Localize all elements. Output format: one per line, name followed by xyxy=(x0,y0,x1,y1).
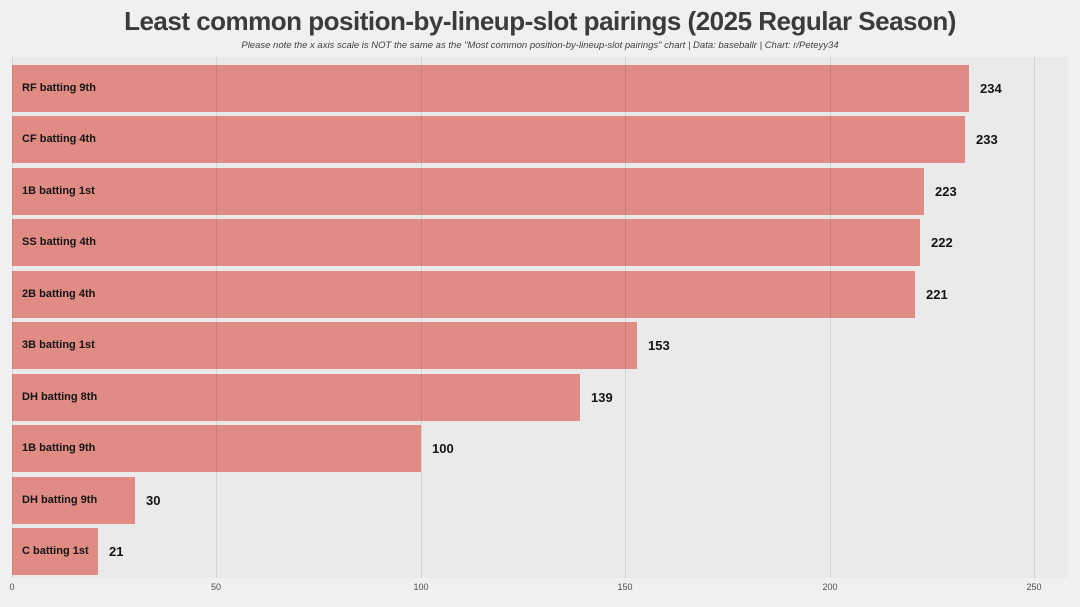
bar-value-label: 100 xyxy=(432,441,454,456)
bar-cf-batting-4th xyxy=(12,116,965,163)
bar-row-dh-batting-8th: DH batting 8th 139 xyxy=(12,374,1068,421)
bar-row-1b-batting-9th: 1B batting 9th 100 xyxy=(12,425,1068,472)
bar-category-label: DH batting 9th xyxy=(22,494,98,506)
gridline-x-0 xyxy=(12,57,13,578)
bar-value-label: 233 xyxy=(976,132,998,147)
bar-dh-batting-9th xyxy=(12,477,135,524)
x-tick-label-100: 100 xyxy=(413,582,429,592)
bar-value-label: 153 xyxy=(648,338,670,353)
x-tick-label-200: 200 xyxy=(822,582,838,592)
bar-c-batting-1st xyxy=(12,528,98,575)
bar-category-label: 1B batting 1st xyxy=(22,185,95,197)
gridline-x-50 xyxy=(216,57,217,578)
bar-1b-batting-1st xyxy=(12,168,924,215)
bar-value-label: 139 xyxy=(591,390,613,405)
bar-value-label: 30 xyxy=(146,493,161,508)
bar-1b-batting-9th xyxy=(12,425,421,472)
bar-row-dh-batting-9th: DH batting 9th 30 xyxy=(12,477,1068,524)
bar-value-label: 234 xyxy=(980,81,1002,96)
bar-rf-batting-9th xyxy=(12,65,969,112)
bar-row-c-batting-1st: C batting 1st 21 xyxy=(12,528,1068,575)
bar-category-label: C batting 1st xyxy=(22,545,89,557)
bar-row-2b-batting-4th: 2B batting 4th 221 xyxy=(12,271,1068,318)
chart-subtitle: Please note the x axis scale is NOT the … xyxy=(241,40,839,51)
bar-category-label: SS batting 4th xyxy=(22,236,96,248)
bar-value-label: 221 xyxy=(926,287,948,302)
bar-category-label: 3B batting 1st xyxy=(22,339,95,351)
bar-category-label: 2B batting 4th xyxy=(22,288,96,300)
bar-value-label: 223 xyxy=(935,184,957,199)
bar-row-3b-batting-1st: 3B batting 1st 153 xyxy=(12,322,1068,369)
bar-value-label: 21 xyxy=(109,544,124,559)
bar-category-label: DH batting 8th xyxy=(22,391,98,403)
bar-ss-batting-4th xyxy=(12,219,920,266)
bar-category-label: CF batting 4th xyxy=(22,133,96,145)
bar-category-label: RF batting 9th xyxy=(22,82,96,94)
x-tick-label-50: 50 xyxy=(210,582,222,592)
x-tick-label-0: 0 xyxy=(9,582,15,592)
plot-area: RF batting 9th 234 CF batting 4th 233 1B bat… xyxy=(12,57,1068,578)
bar-dh-batting-8th xyxy=(12,374,580,421)
bar-row-rf-batting-9th: RF batting 9th 234 xyxy=(12,65,1068,112)
bar-value-label: 222 xyxy=(931,235,953,250)
bar-row-ss-batting-4th: SS batting 4th 222 xyxy=(12,219,1068,266)
gridline-x-250 xyxy=(1034,57,1035,578)
bar-3b-batting-1st xyxy=(12,322,637,369)
bar-category-label: 1B batting 9th xyxy=(22,442,96,454)
gridline-x-200 xyxy=(830,57,831,578)
x-tick-label-250: 250 xyxy=(1026,582,1042,592)
gridline-x-100 xyxy=(421,57,422,578)
bar-row-1b-batting-1st: 1B batting 1st 223 xyxy=(12,168,1068,215)
x-tick-label-150: 150 xyxy=(617,582,633,592)
chart-title: Least common position-by-lineup-slot pai… xyxy=(124,6,956,36)
bar-row-cf-batting-4th: CF batting 4th 233 xyxy=(12,116,1068,163)
gridline-x-150 xyxy=(625,57,626,578)
bar-2b-batting-4th xyxy=(12,271,915,318)
